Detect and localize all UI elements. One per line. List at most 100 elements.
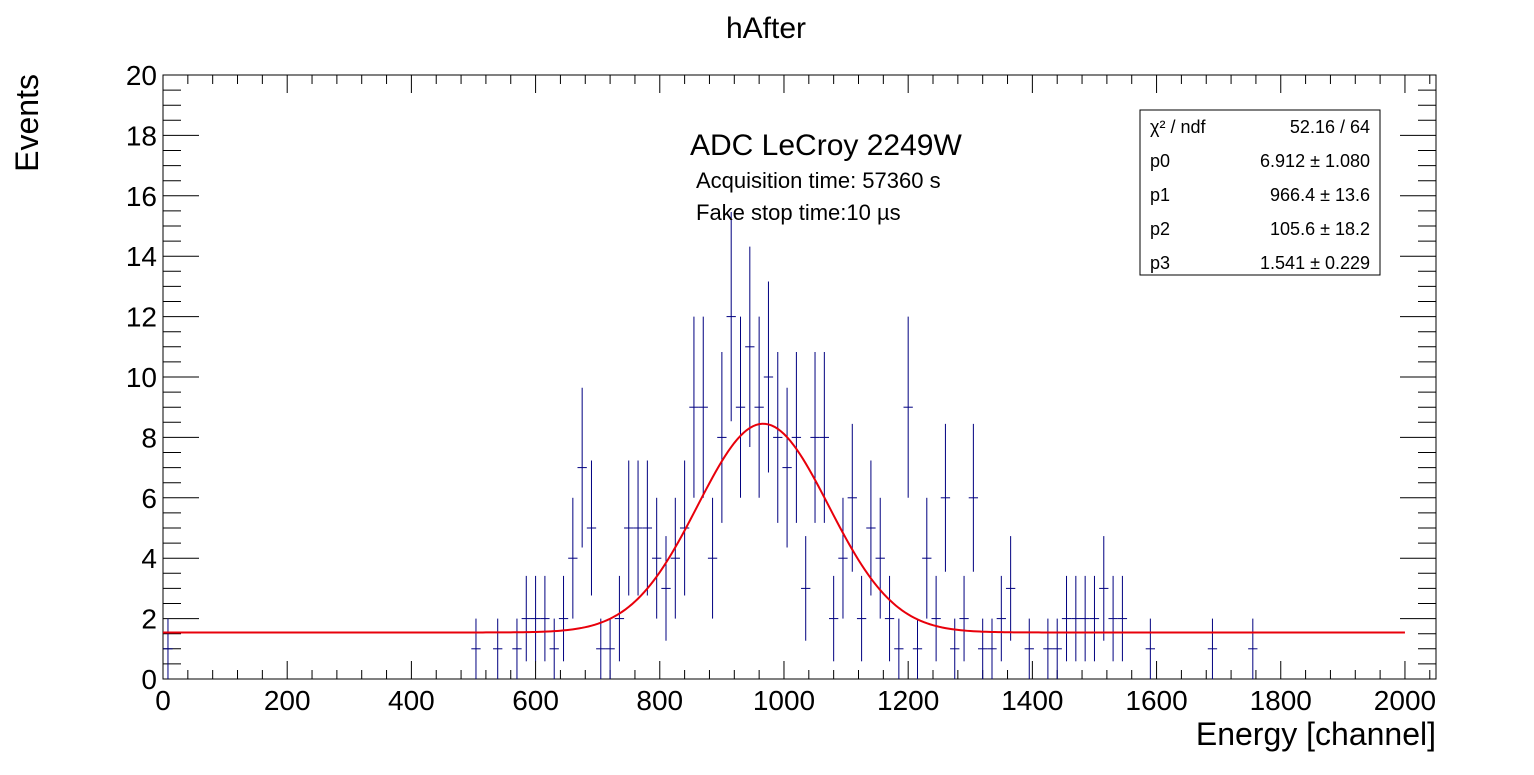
data-point: [875, 497, 885, 619]
y-tick-label: 6: [141, 483, 157, 514]
data-point: [549, 618, 559, 679]
data-point: [633, 460, 643, 596]
data-point: [540, 575, 550, 662]
data-points: [163, 211, 1258, 679]
x-tick-label: 800: [636, 685, 683, 716]
data-point: [707, 497, 718, 619]
stats-row-value: 1.541 ± 0.229: [1260, 253, 1370, 273]
x-tick-label: 400: [388, 685, 435, 716]
data-point: [950, 618, 960, 679]
data-point: [670, 497, 680, 619]
data-point: [614, 575, 625, 662]
plot-area: 0 200 400 600 800 1000 1200 1400 1600 1800 2000 0 2 4…: [126, 60, 1437, 716]
chart-title: hAfter: [726, 12, 806, 45]
data-point: [586, 460, 597, 596]
data-point: [940, 423, 951, 572]
x-axis-label: Energy [channel]: [1196, 716, 1436, 752]
data-point: [1145, 618, 1156, 679]
stats-row-value: 52.16 / 64: [1290, 117, 1370, 137]
data-point: [903, 316, 913, 498]
data-point: [1043, 618, 1053, 679]
data-point: [726, 211, 736, 422]
data-point: [596, 618, 606, 679]
x-tick-label: 1400: [1001, 685, 1063, 716]
data-point: [568, 497, 578, 619]
x-tick-label: 1800: [1250, 685, 1312, 716]
data-point: [605, 618, 615, 679]
data-point: [1061, 575, 1072, 662]
data-point: [652, 497, 662, 619]
x-tick-label: 1000: [753, 685, 815, 716]
stats-row-label: p2: [1150, 219, 1170, 239]
fit-curve: [163, 422, 1405, 634]
data-point: [577, 387, 587, 548]
data-point: [959, 575, 969, 662]
data-point: [1099, 536, 1109, 641]
data-point: [642, 460, 653, 596]
data-point: [745, 246, 755, 447]
fit-line: [163, 422, 1405, 634]
stats-row-label: p0: [1150, 151, 1170, 171]
y-tick-label: 12: [126, 302, 157, 333]
data-point: [968, 423, 979, 572]
data-point: [1080, 575, 1090, 662]
y-tick-label: 20: [126, 60, 157, 91]
y-tick-label: 8: [141, 422, 157, 453]
annotation-fake-stop-time: Fake stop time:10 µs: [696, 200, 901, 225]
data-point: [763, 281, 774, 473]
data-point: [661, 536, 671, 641]
stats-rows: χ² / ndf 52.16 / 64 p0 6.912 ± 1.080 p1 966.4…: [1150, 117, 1370, 273]
data-point: [754, 316, 764, 498]
data-point: [1248, 618, 1258, 679]
y-tick-label: 14: [126, 241, 157, 272]
data-point: [530, 575, 541, 662]
x-tick-label: 0: [155, 685, 171, 716]
annotations: ADC LeCroy 2249W Acquisition time: 57360…: [690, 129, 962, 225]
data-point: [717, 351, 727, 523]
data-point: [847, 423, 857, 572]
data-point: [791, 351, 802, 523]
data-point: [987, 618, 997, 679]
data-point: [866, 460, 876, 596]
y-tick-label: 2: [141, 604, 157, 635]
x-tick-label: 1200: [877, 685, 939, 716]
stats-row-value: 966.4 ± 13.6: [1270, 185, 1370, 205]
y-axis-label: Events: [9, 74, 45, 172]
data-point: [163, 618, 173, 679]
data-point: [471, 618, 481, 679]
data-point: [679, 460, 690, 596]
stats-row-label: p3: [1150, 253, 1170, 273]
data-point: [801, 536, 811, 641]
data-point: [828, 575, 839, 662]
data-point: [922, 497, 932, 619]
data-point: [782, 387, 792, 548]
data-point: [810, 351, 820, 523]
stats-row-value: 6.912 ± 1.080: [1260, 151, 1370, 171]
stats-box-frame: [1139, 109, 1381, 276]
x-tick-label: 600: [512, 685, 559, 716]
data-point: [1117, 575, 1128, 662]
data-point: [1089, 575, 1100, 662]
data-point: [689, 316, 699, 498]
data-point: [1071, 575, 1081, 662]
data-point: [931, 575, 941, 662]
data-point: [1108, 575, 1118, 662]
data-point: [884, 575, 895, 662]
y-tick-label: 16: [126, 181, 157, 212]
data-point: [996, 575, 1006, 662]
data-point: [512, 618, 522, 679]
data-point: [912, 618, 923, 679]
data-point: [735, 316, 746, 498]
data-point: [856, 575, 867, 662]
data-point: [1052, 618, 1062, 679]
data-point: [624, 460, 634, 596]
y-tick-label: 4: [141, 543, 157, 574]
x-tick-label: 200: [264, 685, 311, 716]
data-point: [838, 497, 848, 619]
data-point: [1024, 618, 1034, 679]
stats-row-value: 105.6 ± 18.2: [1270, 219, 1370, 239]
axis-ticks: 0 200 400 600 800 1000 1200 1400 1600 1800 2000 0 2 4…: [126, 60, 1436, 716]
data-point: [698, 316, 708, 498]
